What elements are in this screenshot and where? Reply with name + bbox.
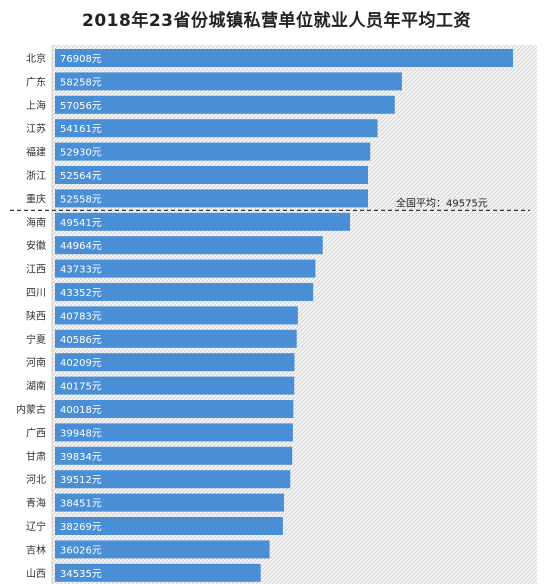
bar xyxy=(55,306,298,325)
category-label: 甘肃 xyxy=(26,450,46,463)
category-label: 青海 xyxy=(26,497,46,510)
category-label: 广西 xyxy=(26,427,46,439)
category-label: 陕西 xyxy=(26,309,46,322)
category-label: 安徽 xyxy=(26,239,46,252)
category-label: 内蒙古 xyxy=(16,403,46,416)
bar xyxy=(55,470,291,489)
chart-title: 2018年23省份城镇私营单位就业人员年平均工资 xyxy=(82,11,471,31)
value-label: 43352元 xyxy=(60,288,102,299)
bar xyxy=(55,400,294,418)
value-label: 40018元 xyxy=(60,405,102,416)
category-label: 河南 xyxy=(26,356,46,369)
category-label: 江西 xyxy=(26,264,46,276)
bar xyxy=(55,563,261,582)
category-label: 浙江 xyxy=(26,170,46,182)
category-label: 重庆 xyxy=(26,192,46,205)
value-label: 58258元 xyxy=(60,77,102,88)
bar xyxy=(55,189,368,208)
bar xyxy=(55,49,513,67)
value-label: 57056元 xyxy=(60,101,102,112)
bar xyxy=(55,142,371,161)
bar xyxy=(55,540,270,559)
category-label: 上海 xyxy=(26,99,46,112)
value-label: 52558元 xyxy=(60,194,102,205)
category-label: 吉林 xyxy=(26,543,46,556)
category-label: 四川 xyxy=(26,288,46,299)
bar xyxy=(55,446,293,465)
category-label: 河北 xyxy=(26,474,46,486)
value-label: 49541元 xyxy=(60,218,102,229)
value-label: 36026元 xyxy=(60,545,102,556)
value-label: 54161元 xyxy=(60,124,102,135)
value-label: 39512元 xyxy=(60,475,102,486)
value-label: 38269元 xyxy=(60,522,102,533)
bar xyxy=(55,423,293,442)
bar xyxy=(55,283,314,301)
bar xyxy=(55,212,351,231)
bar xyxy=(55,517,283,535)
value-label: 52564元 xyxy=(60,171,102,182)
category-label: 湖南 xyxy=(26,380,46,393)
bar xyxy=(55,259,316,278)
value-label: 34535元 xyxy=(60,569,102,580)
value-label: 38451元 xyxy=(60,499,102,510)
category-label: 宁夏 xyxy=(26,333,46,346)
category-label: 海南 xyxy=(26,216,46,229)
value-label: 43733元 xyxy=(60,265,102,276)
value-label: 39834元 xyxy=(60,452,102,463)
category-label: 江苏 xyxy=(26,122,46,135)
value-label: 40783元 xyxy=(60,311,102,322)
bar xyxy=(55,353,295,372)
category-label: 辽宁 xyxy=(26,520,46,533)
bar xyxy=(55,493,284,512)
average-label: 全国平均：49575元 xyxy=(396,196,488,209)
bar xyxy=(55,72,402,91)
category-label: 广东 xyxy=(26,75,46,88)
bar xyxy=(55,95,395,114)
bar xyxy=(55,236,323,255)
value-label: 40175元 xyxy=(60,382,102,393)
bar xyxy=(55,329,297,348)
bar xyxy=(55,166,369,184)
bar xyxy=(55,119,378,138)
value-label: 44964元 xyxy=(60,241,102,252)
category-label: 北京 xyxy=(26,52,46,65)
value-label: 52930元 xyxy=(60,148,102,159)
category-label: 福建 xyxy=(26,146,46,159)
value-label: 39948元 xyxy=(60,428,102,439)
category-label: 山西 xyxy=(26,568,46,580)
value-label: 40586元 xyxy=(60,335,102,346)
value-label: 76908元 xyxy=(60,54,102,65)
bar xyxy=(55,376,295,395)
value-label: 40209元 xyxy=(60,358,102,369)
